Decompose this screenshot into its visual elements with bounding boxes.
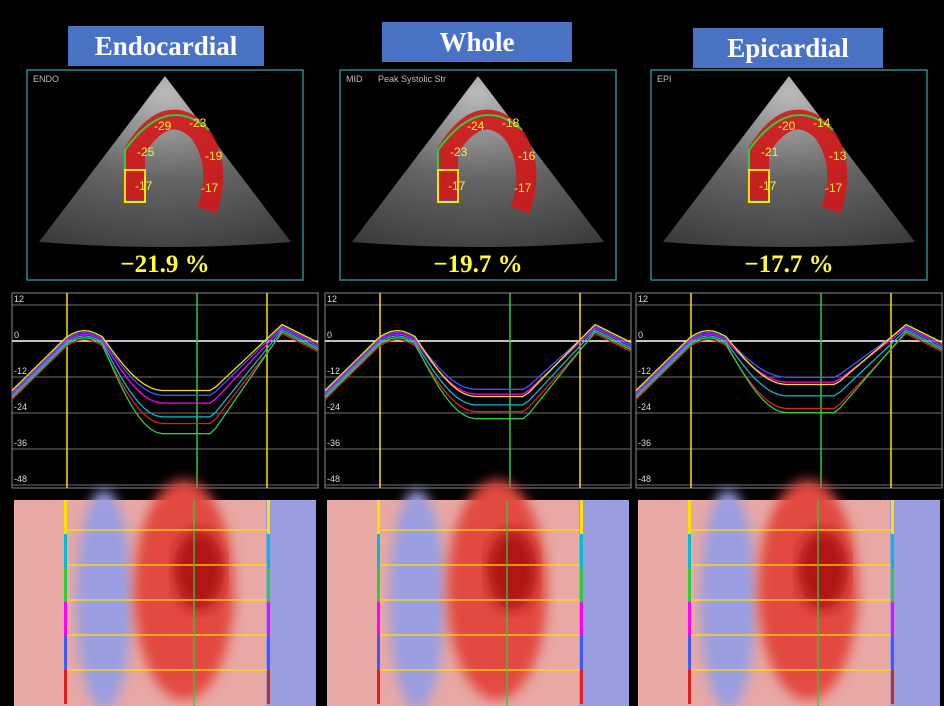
segment-value: -25 bbox=[137, 145, 155, 159]
segment-bar bbox=[64, 568, 67, 602]
segment-bar bbox=[688, 500, 691, 534]
y-tick-label: -36 bbox=[327, 438, 340, 448]
segment-value: -17 bbox=[825, 181, 843, 195]
y-tick-label: 12 bbox=[638, 294, 648, 304]
y-tick-label: -48 bbox=[14, 474, 27, 484]
gls-value: −19.7 % bbox=[433, 251, 522, 278]
segment-bar bbox=[580, 500, 583, 534]
segment-value: -21 bbox=[761, 145, 779, 159]
strain-plot bbox=[636, 293, 942, 488]
y-tick-label: 12 bbox=[14, 294, 24, 304]
heatmap-blue-band bbox=[700, 490, 756, 706]
segment-value: -23 bbox=[189, 116, 207, 130]
segment-bar bbox=[580, 636, 583, 670]
segment-bar bbox=[688, 636, 691, 670]
y-tick-label: -36 bbox=[14, 438, 27, 448]
y-tick-label: -12 bbox=[638, 366, 651, 376]
segment-bar bbox=[580, 670, 583, 704]
segment-bar bbox=[64, 500, 67, 534]
segment-value: -13 bbox=[829, 149, 847, 163]
view-label: ENDO bbox=[33, 74, 59, 84]
segment-bar bbox=[580, 602, 583, 636]
segment-bar bbox=[267, 568, 270, 602]
segment-value: -17 bbox=[514, 181, 532, 195]
y-tick-label: -12 bbox=[14, 366, 27, 376]
segment-value: -24 bbox=[467, 119, 485, 133]
segment-bar bbox=[64, 636, 67, 670]
segment-bar bbox=[267, 534, 270, 568]
segment-value: -16 bbox=[518, 149, 536, 163]
strain-plot bbox=[325, 293, 631, 488]
heatmap-dark bbox=[798, 530, 848, 610]
segment-bar bbox=[891, 568, 894, 602]
segment-bar bbox=[891, 670, 894, 704]
segment-bar bbox=[377, 568, 380, 602]
segment-value: -19 bbox=[205, 149, 223, 163]
segment-bar bbox=[688, 568, 691, 602]
segment-bar bbox=[688, 670, 691, 704]
screenshot: Endocardial ENDO -25 -29 -23 -19 -17 -17 −21.9 %… bbox=[0, 0, 944, 706]
view-label: MID bbox=[346, 74, 363, 84]
segment-bar bbox=[267, 636, 270, 670]
segment-bar bbox=[267, 500, 270, 534]
view-label: EPI bbox=[657, 74, 672, 84]
segment-bar bbox=[64, 534, 67, 568]
view-subtitle: Peak Systolic Str bbox=[378, 74, 446, 84]
segment-value: -17 bbox=[759, 179, 777, 193]
segment-bar bbox=[891, 636, 894, 670]
y-tick-label: -12 bbox=[327, 366, 340, 376]
segment-bar bbox=[377, 670, 380, 704]
y-tick-label: 12 bbox=[327, 294, 337, 304]
y-tick-label: -24 bbox=[327, 402, 340, 412]
y-tick-label: -36 bbox=[638, 438, 651, 448]
segment-bar bbox=[688, 534, 691, 568]
panel-title: Whole bbox=[439, 27, 514, 57]
y-tick-label: 0 bbox=[14, 330, 19, 340]
y-tick-label: -48 bbox=[638, 474, 651, 484]
heatmap-dark bbox=[487, 530, 537, 610]
segment-value: -14 bbox=[813, 116, 831, 130]
y-tick-label: 0 bbox=[327, 330, 332, 340]
segment-value: -29 bbox=[154, 119, 172, 133]
y-tick-label: 0 bbox=[638, 330, 643, 340]
y-tick-label: -24 bbox=[14, 402, 27, 412]
segment-value: -17 bbox=[135, 179, 153, 193]
y-tick-label: -48 bbox=[327, 474, 340, 484]
segment-bar bbox=[891, 534, 894, 568]
segment-bar bbox=[688, 602, 691, 636]
segment-bar bbox=[580, 568, 583, 602]
segment-bar bbox=[580, 534, 583, 568]
segment-value: -17 bbox=[201, 181, 219, 195]
gls-value: −17.7 % bbox=[744, 251, 833, 278]
segment-value: -17 bbox=[448, 179, 466, 193]
segment-bar bbox=[267, 602, 270, 636]
segment-bar bbox=[891, 602, 894, 636]
segment-value: -23 bbox=[450, 145, 468, 159]
heatmap-blue bbox=[890, 500, 940, 706]
heatmap-blue-band bbox=[76, 490, 132, 706]
heatmap-dark bbox=[174, 530, 224, 610]
segment-bar bbox=[377, 534, 380, 568]
heatmap-blue bbox=[579, 500, 629, 706]
segment-bar bbox=[64, 602, 67, 636]
panel-title: Epicardial bbox=[727, 33, 849, 63]
segment-bar bbox=[377, 636, 380, 670]
segment-bar bbox=[267, 670, 270, 704]
segment-value: -20 bbox=[778, 119, 796, 133]
heatmap-blue-band bbox=[389, 490, 445, 706]
segment-bar bbox=[377, 500, 380, 534]
heatmap-blue bbox=[266, 500, 316, 706]
segment-bar bbox=[891, 500, 894, 534]
panel-title: Endocardial bbox=[95, 31, 238, 61]
segment-bar bbox=[64, 670, 67, 704]
gls-value: −21.9 % bbox=[120, 251, 209, 278]
segment-value: -18 bbox=[502, 116, 520, 130]
y-tick-label: -24 bbox=[638, 402, 651, 412]
segment-bar bbox=[377, 602, 380, 636]
